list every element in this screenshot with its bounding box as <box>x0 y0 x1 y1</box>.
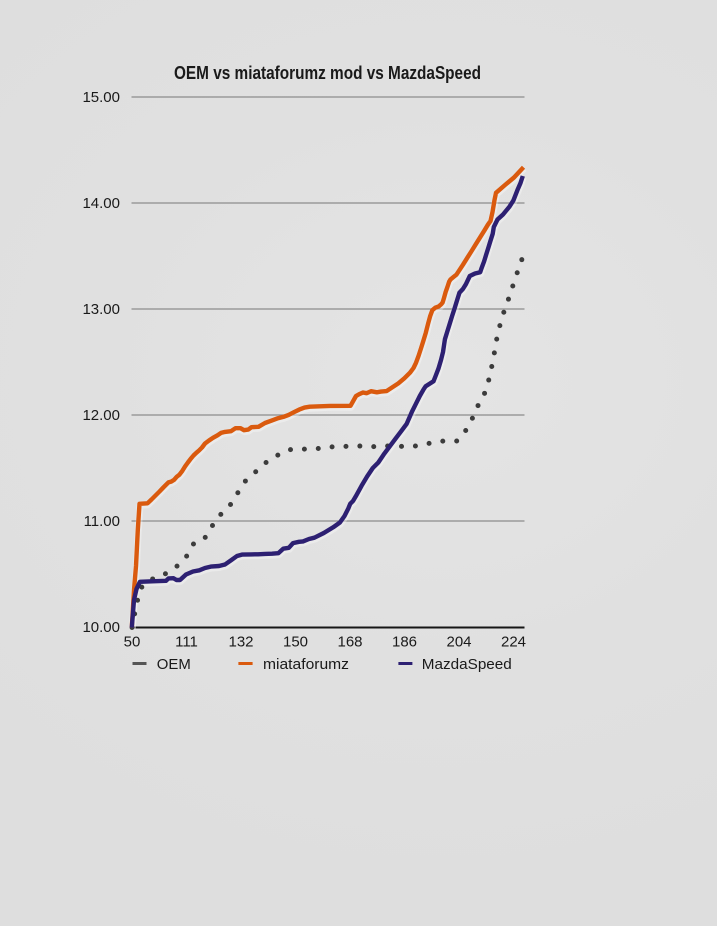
svg-text:10.00: 10.00 <box>82 619 120 636</box>
svg-text:224: 224 <box>501 633 526 650</box>
svg-text:12.00: 12.00 <box>82 407 120 424</box>
svg-text:204: 204 <box>446 633 471 650</box>
svg-text:150: 150 <box>283 633 308 650</box>
svg-text:50: 50 <box>124 633 141 650</box>
svg-text:111: 111 <box>175 633 198 650</box>
svg-text:miataforumz: miataforumz <box>263 656 349 673</box>
svg-text:132: 132 <box>228 633 253 650</box>
svg-text:OEM vs miataforumz mod vs Mazd: OEM vs miataforumz mod vs MazdaSpeed <box>174 63 481 83</box>
svg-text:OEM: OEM <box>157 656 191 673</box>
svg-text:MazdaSpeed: MazdaSpeed <box>422 656 512 673</box>
svg-text:15.00: 15.00 <box>82 89 120 106</box>
svg-text:168: 168 <box>337 633 362 650</box>
svg-text:11.00: 11.00 <box>84 513 120 530</box>
svg-text:13.00: 13.00 <box>82 301 120 318</box>
svg-text:186: 186 <box>392 633 417 650</box>
svg-text:14.00: 14.00 <box>82 195 120 212</box>
